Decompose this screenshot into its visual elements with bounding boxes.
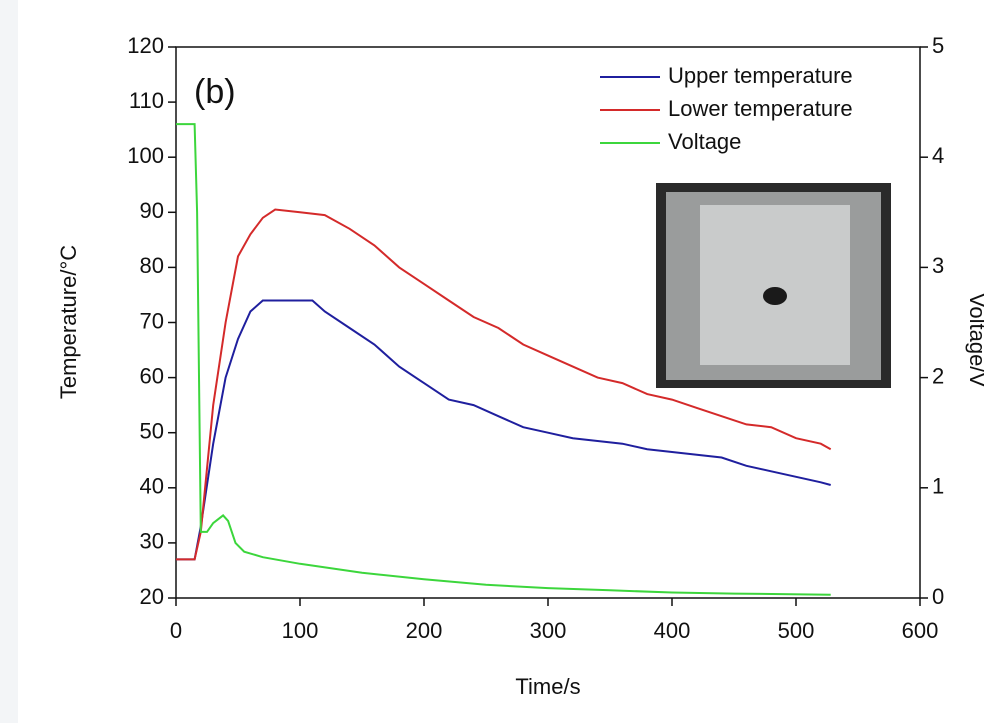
x-tick-label: 400 <box>654 618 691 643</box>
y2-tick-label: 4 <box>932 143 944 168</box>
y-tick-label: 80 <box>140 253 164 278</box>
annotation: (b) <box>194 73 236 111</box>
x-tick-label: 500 <box>778 618 815 643</box>
x-axis-label: Time/s <box>515 674 580 699</box>
series-line <box>176 123 831 596</box>
x-tick-label: 600 <box>902 618 939 643</box>
legend-label: Lower temperature <box>668 96 853 121</box>
y-tick-label: 30 <box>140 529 164 554</box>
y-tick-label: 60 <box>140 363 164 388</box>
inset-photo <box>656 183 891 388</box>
y-tick-label: 70 <box>140 308 164 333</box>
series-line <box>176 299 831 561</box>
y2-tick-label: 1 <box>932 474 944 499</box>
y-tick-label: 110 <box>129 88 164 113</box>
y-tick-label: 40 <box>140 474 164 499</box>
x-tick-label: 200 <box>406 618 443 643</box>
y-tick-label: 100 <box>127 143 164 168</box>
y-tick-label: 20 <box>140 584 164 609</box>
y-tick-label: 50 <box>140 419 164 444</box>
y2-tick-label: 5 <box>932 33 944 58</box>
x-tick-label: 100 <box>282 618 319 643</box>
x-tick-label: 300 <box>530 618 567 643</box>
y2-tick-label: 2 <box>932 363 944 388</box>
y2-tick-label: 3 <box>932 253 944 278</box>
y2-axis-label: Voltage/V <box>965 293 984 388</box>
series-line <box>176 208 832 561</box>
legend-label: Voltage <box>668 129 741 154</box>
y-tick-label: 120 <box>127 33 164 58</box>
x-tick-label: 0 <box>170 618 182 643</box>
y-tick-label: 90 <box>140 198 164 223</box>
legend-label: Upper temperature <box>668 63 853 88</box>
y2-tick-label: 0 <box>932 584 944 609</box>
y-axis-label: Temperature/°C <box>56 245 81 399</box>
